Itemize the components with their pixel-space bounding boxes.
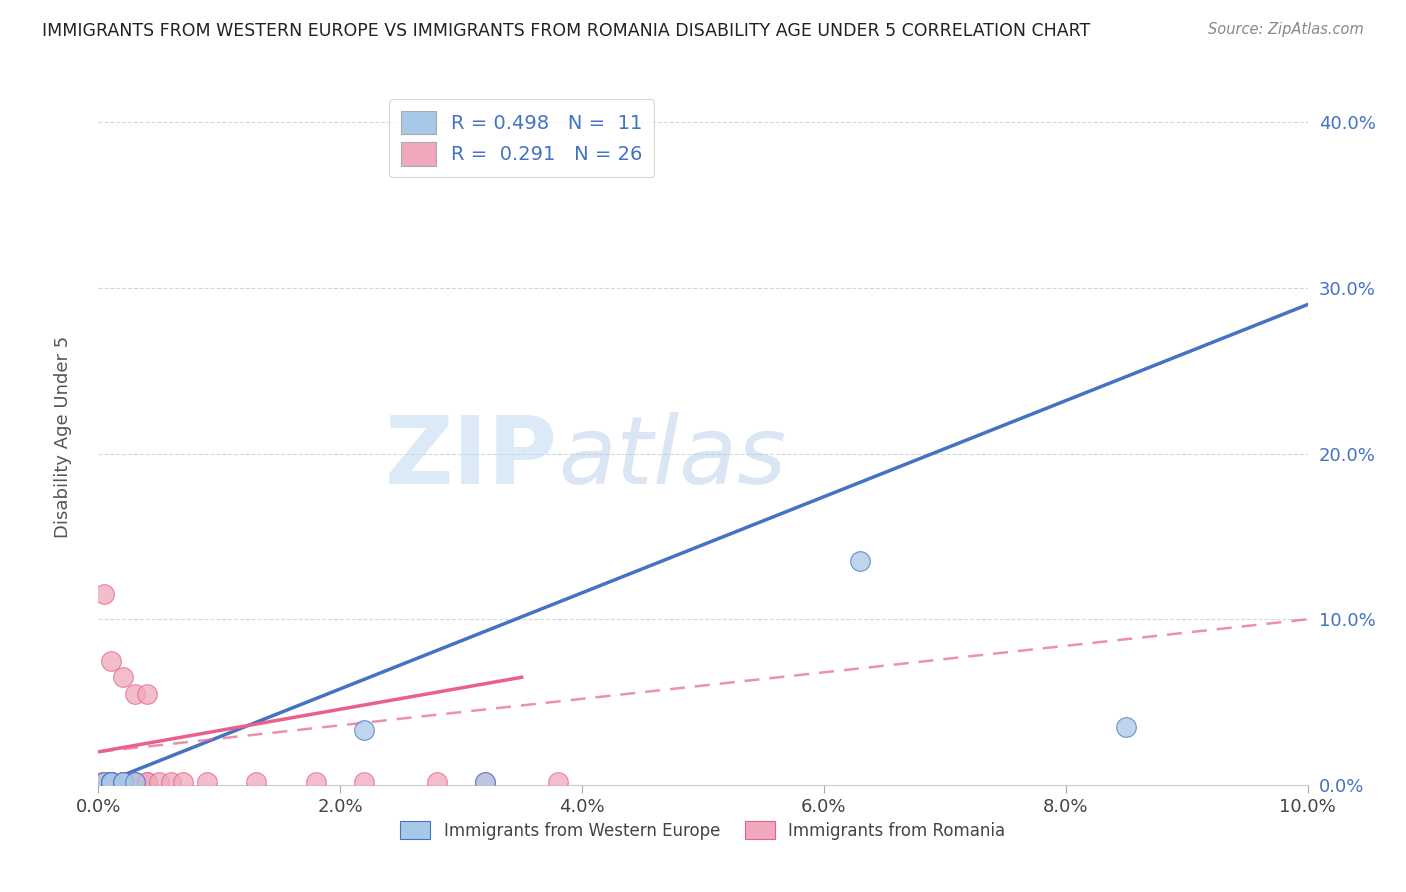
Point bbox=[474, 774, 496, 789]
Point bbox=[111, 774, 134, 789]
Text: IMMIGRANTS FROM WESTERN EUROPE VS IMMIGRANTS FROM ROMANIA DISABILITY AGE UNDER 5: IMMIGRANTS FROM WESTERN EUROPE VS IMMIGR… bbox=[42, 22, 1091, 40]
Point bbox=[100, 774, 122, 789]
Point bbox=[124, 774, 146, 789]
Point bbox=[100, 654, 122, 668]
Point bbox=[100, 774, 122, 789]
Point bbox=[111, 774, 134, 789]
Point bbox=[93, 774, 115, 789]
Point bbox=[93, 774, 115, 789]
Point bbox=[100, 774, 122, 789]
Point bbox=[547, 774, 569, 789]
Point bbox=[124, 774, 146, 789]
Point bbox=[474, 774, 496, 789]
Point bbox=[100, 774, 122, 789]
Point bbox=[135, 774, 157, 789]
Point bbox=[426, 774, 449, 789]
Text: ZIP: ZIP bbox=[385, 412, 558, 504]
Point bbox=[111, 774, 134, 789]
Point bbox=[100, 774, 122, 789]
Point bbox=[305, 774, 328, 789]
Point bbox=[195, 774, 218, 789]
Point bbox=[1115, 720, 1137, 734]
Y-axis label: Disability Age Under 5: Disability Age Under 5 bbox=[53, 336, 72, 538]
Point bbox=[124, 774, 146, 789]
Point bbox=[353, 774, 375, 789]
Legend: Immigrants from Western Europe, Immigrants from Romania: Immigrants from Western Europe, Immigran… bbox=[394, 814, 1012, 847]
Point bbox=[111, 774, 134, 789]
Point bbox=[91, 774, 114, 789]
Point bbox=[100, 774, 122, 789]
Point bbox=[135, 687, 157, 701]
Text: atlas: atlas bbox=[558, 412, 786, 503]
Point bbox=[100, 774, 122, 789]
Point bbox=[93, 587, 115, 601]
Point bbox=[100, 774, 122, 789]
Point bbox=[160, 774, 183, 789]
Point bbox=[148, 774, 170, 789]
Point bbox=[172, 774, 194, 789]
Text: Source: ZipAtlas.com: Source: ZipAtlas.com bbox=[1208, 22, 1364, 37]
Point bbox=[245, 774, 267, 789]
Point bbox=[124, 774, 146, 789]
Point bbox=[124, 687, 146, 701]
Point bbox=[111, 774, 134, 789]
Point bbox=[353, 723, 375, 738]
Point bbox=[849, 554, 872, 568]
Point bbox=[111, 670, 134, 684]
Point bbox=[135, 774, 157, 789]
Point bbox=[111, 774, 134, 789]
